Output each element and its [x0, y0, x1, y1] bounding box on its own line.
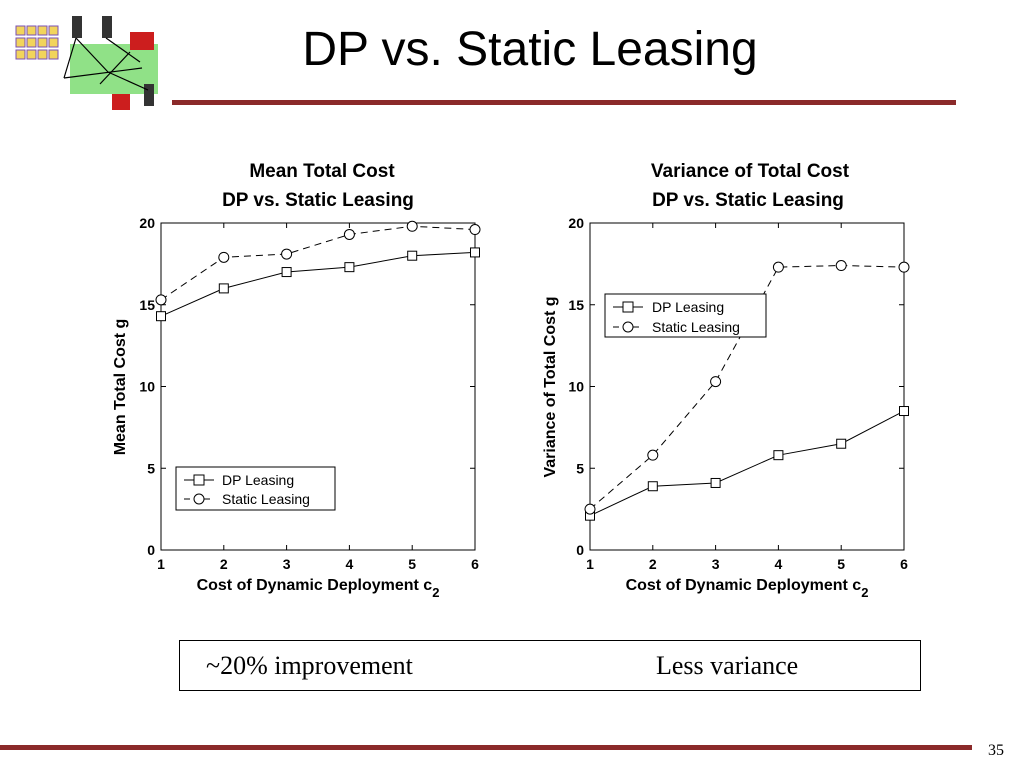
- data-point-square: [156, 311, 166, 322]
- y-tick-label: 20: [568, 215, 584, 231]
- y-tick-label: 0: [147, 542, 155, 558]
- x-axis-label: Cost of Dynamic Deployment c2: [626, 577, 869, 600]
- x-tick-label: 1: [157, 556, 165, 572]
- x-axis-label-main: Cost of Dynamic Deployment c: [626, 577, 862, 594]
- mean-total-cost-chart: Mean Total Cost DP vs. Static Leasing 1 2…: [112, 161, 481, 600]
- summary-callout: ~20% improvement Less variance: [179, 640, 921, 691]
- data-point-square: [470, 247, 480, 258]
- y-tick-label: 15: [568, 297, 584, 313]
- data-point-circle: [772, 261, 784, 273]
- data-point-circle: [584, 503, 596, 515]
- x-tick-label: 5: [408, 556, 416, 572]
- legend-label-dp: DP Leasing: [222, 472, 294, 488]
- series-line-0: [589, 410, 905, 517]
- data-point-square: [218, 283, 229, 294]
- footer-rule: [0, 745, 972, 750]
- data-point-square: [647, 481, 658, 492]
- series-layer: [155, 220, 481, 322]
- x-tick-label: 2: [649, 556, 657, 572]
- data-point-square: [773, 450, 784, 461]
- x-tick-label: 6: [471, 556, 479, 572]
- chart-subtitle: DP vs. Static Leasing: [652, 190, 844, 211]
- x-tick-label: 4: [346, 556, 354, 572]
- y-tick-label: 0: [576, 542, 584, 558]
- legend-label-static: Static Leasing: [222, 491, 310, 507]
- data-point-circle: [647, 449, 659, 461]
- x-axis-label-subscript: 2: [432, 585, 439, 600]
- data-point-circle: [281, 248, 293, 260]
- x-tick-label: 3: [712, 556, 720, 572]
- data-point-circle: [218, 251, 230, 263]
- legend-marker-square: [193, 474, 205, 486]
- legend-label-static: Static Leasing: [652, 319, 740, 335]
- data-point-circle: [835, 260, 847, 272]
- data-point-circle: [469, 224, 481, 236]
- legend: DP Leasing Static Leasing: [604, 293, 767, 338]
- x-tick-label: 6: [900, 556, 908, 572]
- slide-title: DP vs. Static Leasing: [302, 23, 758, 76]
- data-point-circle: [343, 228, 355, 240]
- series-line-0: [160, 251, 476, 317]
- variance-total-cost-chart: Variance of Total Cost DP vs. Static Lea…: [542, 161, 910, 600]
- y-tick-label: 20: [139, 215, 155, 231]
- legend-marker-square: [622, 301, 634, 313]
- axis-ticks: 1 2 3 4 5 6 0 5 10 15 20: [139, 215, 479, 572]
- y-tick-label: 10: [568, 379, 584, 395]
- title-rule: [172, 100, 956, 105]
- x-tick-label: 1: [586, 556, 594, 572]
- y-tick-label: 5: [147, 460, 155, 476]
- data-point-square: [407, 250, 418, 261]
- y-tick-label: 15: [139, 297, 155, 313]
- data-point-square: [281, 267, 292, 278]
- page-number: 35: [988, 742, 1004, 759]
- data-point-square: [899, 406, 909, 417]
- series-line-1: [160, 225, 476, 301]
- data-point-square: [836, 438, 847, 449]
- improvement-note: ~20% improvement: [206, 651, 413, 680]
- y-tick-label: 5: [576, 460, 584, 476]
- network-logo-icon: [15, 16, 158, 110]
- x-axis-label-subscript: 2: [861, 585, 868, 600]
- chart-title: Variance of Total Cost: [651, 161, 850, 182]
- chart-title: Mean Total Cost: [249, 161, 395, 182]
- data-point-circle: [155, 294, 167, 306]
- x-tick-label: 4: [775, 556, 783, 572]
- x-axis-label: Cost of Dynamic Deployment c2: [197, 577, 440, 600]
- data-point-square: [710, 477, 721, 488]
- legend-marker-circle: [622, 321, 634, 333]
- data-point-circle: [898, 261, 910, 273]
- x-tick-label: 5: [837, 556, 845, 572]
- legend-marker-circle: [193, 493, 205, 505]
- data-point-circle: [406, 220, 418, 232]
- x-tick-label: 2: [220, 556, 228, 572]
- data-point-circle: [710, 376, 722, 388]
- data-point-square: [344, 262, 355, 273]
- x-tick-label: 3: [283, 556, 291, 572]
- y-axis-label: Mean Total Cost g: [112, 319, 129, 456]
- chart-subtitle: DP vs. Static Leasing: [222, 190, 414, 211]
- legend-label-dp: DP Leasing: [652, 299, 724, 315]
- plot-frame: [589, 222, 905, 551]
- y-axis-label: Variance of Total Cost g: [542, 296, 559, 477]
- x-axis-label-main: Cost of Dynamic Deployment c: [197, 577, 433, 594]
- legend: DP Leasing Static Leasing: [175, 466, 336, 511]
- variance-note: Less variance: [656, 651, 799, 680]
- axis-ticks: 1 2 3 4 5 6 0 5 10 15 20: [568, 215, 908, 572]
- y-tick-label: 10: [139, 379, 155, 395]
